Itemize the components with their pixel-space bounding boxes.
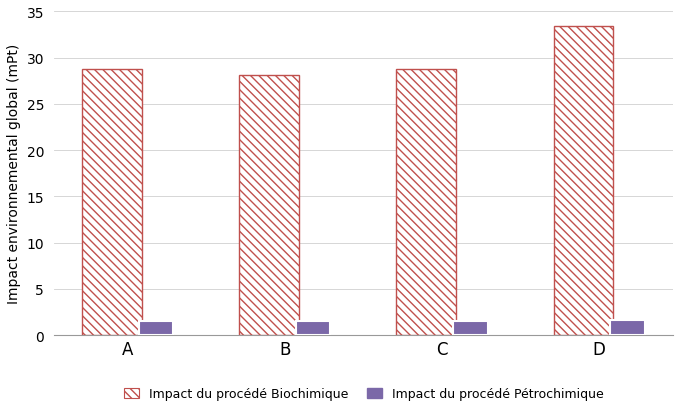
Bar	[554, 27, 613, 335]
Bar	[82, 70, 141, 335]
Bar	[453, 321, 488, 335]
Bar	[611, 321, 645, 335]
Bar	[296, 321, 330, 335]
Legend: Impact du procédé Biochimique, Impact du procédé Pétrochimique: Impact du procédé Biochimique, Impact du…	[124, 387, 603, 400]
Bar	[239, 76, 299, 335]
Bar	[396, 70, 456, 335]
Bar	[139, 321, 173, 335]
Y-axis label: Impact environnemental global (mPt): Impact environnemental global (mPt)	[7, 44, 21, 304]
